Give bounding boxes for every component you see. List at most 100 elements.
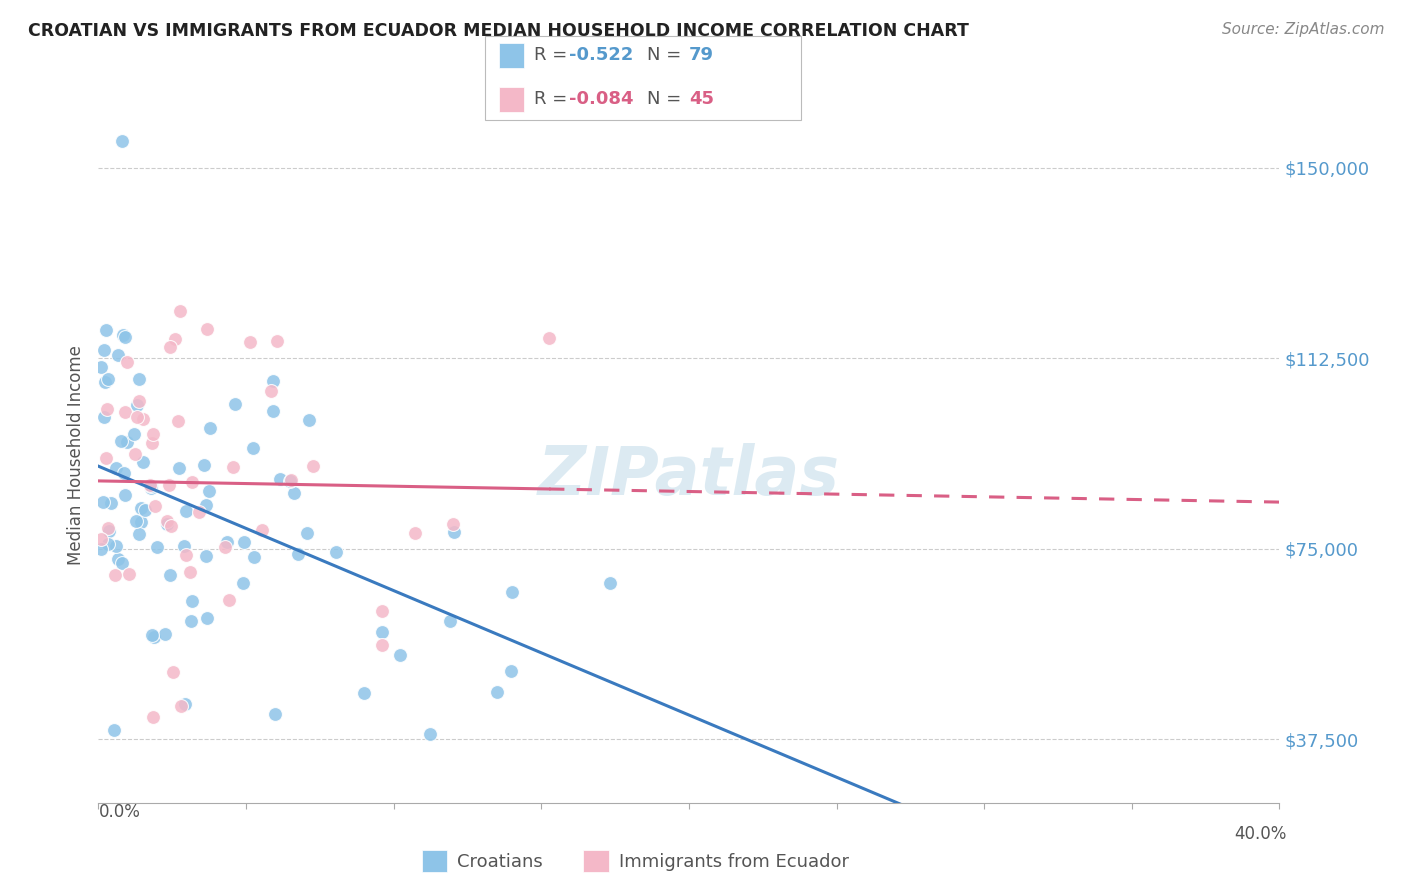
Point [143,499,166,513]
Point [262,374,284,388]
Point [139,481,162,495]
Text: 40.0%: 40.0% [1234,825,1286,843]
Point [388,648,411,663]
Point [599,576,621,591]
Point [371,625,394,640]
Text: -0.084: -0.084 [569,90,634,108]
Point [262,404,284,418]
Point [139,478,162,492]
Point [195,549,218,563]
Point [169,304,191,318]
Point [122,427,145,442]
Point [90,532,112,546]
Point [142,630,165,644]
Point [441,516,464,531]
Point [174,697,197,711]
Point [96,372,118,386]
Point [174,504,197,518]
Point [114,404,136,418]
Point [127,398,149,412]
Point [485,685,508,699]
Point [371,638,394,652]
Point [263,707,285,722]
Y-axis label: Median Household Income: Median Household Income [67,345,86,565]
Point [114,330,136,344]
Point [142,710,165,724]
Point [132,412,155,426]
Point [181,475,204,490]
Point [162,665,184,679]
Point [100,496,122,510]
Point [159,478,181,492]
Point [111,557,134,571]
Point [224,397,246,411]
Point [167,460,190,475]
Point [195,611,218,625]
Point [112,467,135,481]
Point [214,541,236,555]
Point [155,515,177,529]
Point [128,394,150,409]
Point [139,479,162,493]
Point [128,372,150,386]
Point [165,332,187,346]
Point [302,458,325,473]
Point [173,539,195,553]
Point [145,540,167,554]
Point [96,450,118,465]
Point [538,331,561,345]
Text: N =: N = [647,90,686,108]
Point [174,548,197,562]
Point [419,726,441,740]
Point [325,544,347,558]
Point [198,421,221,435]
Point [232,575,254,590]
Point [167,414,190,428]
Text: -0.522: -0.522 [569,46,634,64]
Point [195,498,218,512]
Point [107,552,129,566]
Point [160,518,183,533]
Point [179,565,201,579]
Text: R =: R = [534,46,574,64]
Text: 79: 79 [689,46,714,64]
Text: 0.0%: 0.0% [98,803,141,821]
Point [131,455,153,469]
Point [114,488,136,502]
Point [215,535,238,549]
Point [169,698,191,713]
Point [439,614,461,628]
Point [195,322,218,336]
Point [353,686,375,700]
Point [198,484,221,499]
Point [159,340,181,354]
Text: Croatians: Croatians [457,853,543,871]
Point [404,526,426,541]
Point [93,343,115,357]
Point [266,334,288,348]
Point [298,413,321,427]
Point [142,426,165,441]
Point [287,547,309,561]
Point [107,348,129,362]
Point [96,323,118,337]
Text: R =: R = [534,90,574,108]
Point [278,475,301,489]
Point [283,486,305,500]
Point [115,434,138,449]
Point [232,534,254,549]
Point [243,549,266,564]
Point [90,541,112,556]
Point [129,515,152,529]
Point [93,409,115,424]
Point [155,627,177,641]
Point [370,604,392,618]
Point [104,568,127,582]
Text: Source: ZipAtlas.com: Source: ZipAtlas.com [1222,22,1385,37]
Point [98,524,121,538]
Point [125,409,148,424]
Point [90,359,112,374]
Point [260,384,283,399]
Text: ZIPatlas: ZIPatlas [538,442,839,508]
Point [115,355,138,369]
